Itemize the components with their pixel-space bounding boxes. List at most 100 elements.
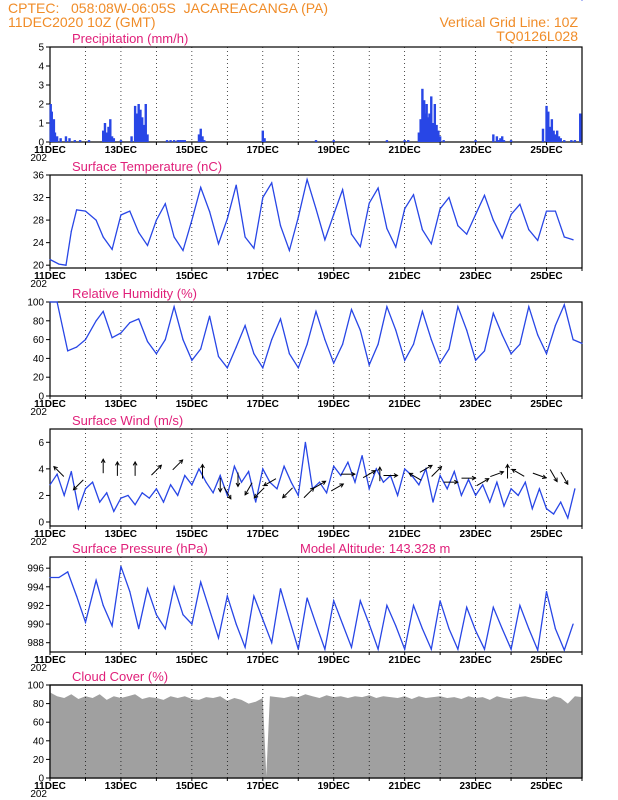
y-tick-label: 2 (38, 100, 44, 111)
temp-data-point (120, 214, 122, 216)
x-tick-label: 19DEC (318, 399, 350, 410)
wind-data-point (467, 478, 470, 481)
rh-title: Relative Humidity (%) (72, 286, 197, 301)
wind-arrow-head (511, 468, 517, 474)
wind-data-point (113, 510, 115, 512)
precip-bar (332, 140, 335, 142)
precip-bar (442, 140, 445, 142)
y-tick-label: 100 (27, 298, 44, 309)
x-tick-label: 13DEC (105, 781, 137, 792)
x-year-fragment: 202 (30, 407, 47, 418)
temp-data-point (65, 264, 67, 266)
x-tick-label: 19DEC (318, 655, 350, 666)
wind-data-point (538, 488, 541, 490)
temp-data-point (377, 187, 379, 189)
wind-arrow (511, 468, 525, 477)
temp-data-point (200, 186, 202, 188)
wind-data-point (404, 468, 406, 470)
precip-bar (495, 136, 499, 142)
y-tick-label: 5 (38, 43, 44, 54)
wind-data-point (106, 492, 108, 494)
temp-data-point (129, 210, 131, 212)
wind-arrow (223, 486, 232, 500)
wind-data-point (49, 484, 51, 486)
wind-arrow (100, 458, 106, 474)
temp-data-point (95, 219, 97, 221)
temp-data-point (217, 243, 220, 245)
pressure-data-point (457, 648, 459, 650)
wind-arrow-head (253, 493, 259, 499)
rh-data-point (430, 339, 432, 341)
rh-data-point (279, 318, 282, 320)
wind-arrow-shaft (549, 469, 558, 482)
wind-arrow-head (437, 465, 443, 471)
precip-bar (261, 130, 264, 142)
temp-data-point (386, 227, 388, 230)
wind-data-point (375, 468, 377, 470)
precip-bar (499, 138, 502, 142)
wind-arrow (461, 475, 477, 481)
x-tick-label: 15DEC (176, 271, 208, 282)
rh-data-point (466, 329, 468, 331)
wind-data-point (283, 465, 285, 467)
precip-bar (545, 105, 548, 142)
wind-data-point (475, 494, 477, 497)
rh-data-point (342, 343, 344, 345)
x-tick-label: 19DEC (318, 781, 350, 792)
pressure-data-point (483, 648, 486, 650)
temp-data-point (306, 178, 308, 181)
temp-data-point (244, 236, 246, 238)
wind-arrow (532, 472, 547, 479)
precip-bar (552, 130, 555, 142)
wind-data-point (368, 488, 370, 490)
wind-arrow-head (132, 460, 138, 466)
precip-frame (49, 46, 583, 143)
wind-arrow (313, 480, 327, 489)
x-tick-label: 19DEC (318, 271, 350, 282)
temp-data-point (84, 210, 87, 212)
x-tick-label: 11DEC (34, 655, 66, 666)
pressure-data-point (155, 614, 157, 616)
wind-data-point (297, 494, 299, 497)
rh-data-point (545, 353, 548, 355)
precip-bar (563, 140, 566, 142)
precip-bar (199, 128, 202, 142)
wind-data-point (446, 488, 448, 490)
precip-bar (55, 136, 59, 142)
pressure-data-point (492, 606, 494, 608)
rh-data-point (563, 304, 565, 306)
x-tick-label: 15DEC (176, 529, 208, 540)
wind-data-point (198, 468, 200, 470)
wind-data-point (127, 494, 129, 497)
pressure-data-point (563, 649, 565, 651)
wind-data-point (84, 488, 87, 490)
rh-data-point (129, 322, 131, 324)
wind-arrow-head (262, 481, 268, 487)
y-tick-label: 990 (27, 620, 44, 631)
wind-arrow-head (321, 480, 327, 485)
wind-arrow (383, 473, 399, 478)
precip-bar (555, 130, 559, 142)
pressure-data-point (235, 623, 237, 625)
wind-data-point (99, 501, 101, 503)
precip-bar (430, 96, 433, 142)
temp-data-point (182, 249, 184, 252)
temp-series-line (49, 176, 574, 266)
temp-data-point (279, 225, 282, 227)
rh-data-point (501, 334, 503, 336)
temp-data-point (492, 219, 494, 221)
temp-data-point (457, 225, 459, 227)
wind-data-point (560, 501, 562, 503)
x-tick-label: 19DEC (318, 145, 350, 156)
precip-bar (579, 113, 582, 142)
precip-bar (314, 140, 318, 142)
precip-bar (554, 134, 557, 142)
y-tick-label: 992 (27, 601, 44, 612)
precip-bar (144, 104, 147, 142)
wind-data-point (262, 468, 264, 470)
wind-arrow-shaft (223, 486, 232, 500)
x-year-fragment: 202 (30, 153, 47, 164)
wind-arrow-head (553, 477, 558, 483)
precip-bar (139, 109, 142, 142)
x-tick-label: 17DEC (247, 271, 279, 282)
